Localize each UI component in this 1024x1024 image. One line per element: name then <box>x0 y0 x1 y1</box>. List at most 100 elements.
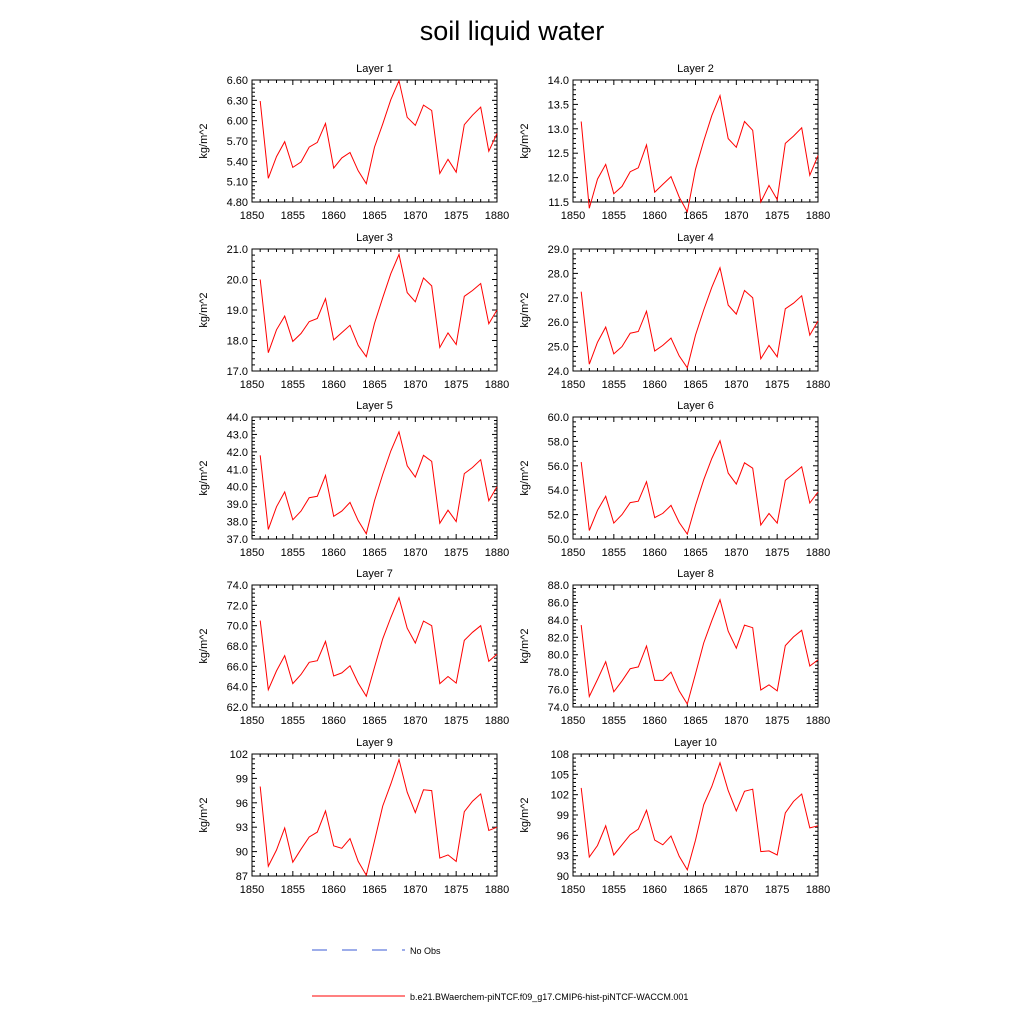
x-tick-label: 1870 <box>724 884 748 896</box>
plot-frame <box>251 584 498 708</box>
y-tick-label: 80.0 <box>548 650 569 662</box>
x-tick-label: 1875 <box>444 210 468 222</box>
y-tick-label: 17.0 <box>227 366 248 378</box>
x-tick-label: 1875 <box>765 547 789 559</box>
y-tick-label: 6.00 <box>227 116 248 128</box>
x-tick-label: 1865 <box>683 210 707 222</box>
x-tick-label: 1865 <box>683 547 707 559</box>
plot-frame <box>251 79 498 203</box>
y-tick-label: 38.0 <box>227 517 248 529</box>
x-tick-label: 1880 <box>806 379 830 391</box>
plot-frame <box>251 248 498 372</box>
y-tick-label: 82.0 <box>548 632 569 644</box>
x-tick-label: 1855 <box>602 379 626 391</box>
series-line <box>259 430 498 536</box>
panel-layer-1: Layer 1 kg/m^2 4.80 5.10 5.40 5.70 6.00 6.30 6.6… <box>198 63 509 222</box>
y-tick-label: 78.0 <box>548 667 569 679</box>
x-tick-label: 1850 <box>561 210 585 222</box>
y-tick-label: 76.0 <box>548 685 569 697</box>
panel-layer-8: Layer 8 kg/m^2 74.0 76.0 78.0 80.0 82.0 84.0 86.… <box>519 568 830 727</box>
x-tick-label: 1880 <box>485 379 509 391</box>
x-tick-label: 1870 <box>724 210 748 222</box>
x-tick-label: 1860 <box>642 547 666 559</box>
y-tick-label: 27.0 <box>548 293 569 305</box>
x-tick-label: 1850 <box>240 715 264 727</box>
x-tick-label: 1865 <box>683 379 707 391</box>
panel-layer-10: Layer 10 kg/m^2 90 93 96 99 102 105 108 1850 1855 1… <box>519 737 830 896</box>
x-tick-label: 1880 <box>806 884 830 896</box>
x-tick-label: 1875 <box>444 379 468 391</box>
y-tick-label: 66.0 <box>227 661 248 673</box>
plot-frame <box>572 248 819 372</box>
y-axis-label: kg/m^2 <box>198 292 210 327</box>
plot-frame <box>251 416 498 540</box>
y-tick-label: 6.30 <box>227 95 248 107</box>
panel-title: Layer 5 <box>356 400 393 412</box>
panel-layer-9: Layer 9 kg/m^2 87 90 93 96 99 102 1850 1855 1860 18… <box>198 737 509 896</box>
y-tick-label: 42.0 <box>227 447 248 459</box>
panel-title: Layer 1 <box>356 63 393 75</box>
y-tick-label: 102 <box>551 790 569 802</box>
y-axis-label: kg/m^2 <box>519 797 531 832</box>
x-tick-label: 1860 <box>642 379 666 391</box>
y-tick-label: 24.0 <box>548 366 569 378</box>
y-tick-label: 12.0 <box>548 173 569 185</box>
x-tick-label: 1850 <box>240 379 264 391</box>
x-tick-label: 1880 <box>806 547 830 559</box>
y-tick-label: 54.0 <box>548 485 569 497</box>
y-tick-label: 39.0 <box>227 499 248 511</box>
x-tick-label: 1850 <box>561 884 585 896</box>
x-tick-label: 1880 <box>806 715 830 727</box>
series-line <box>580 598 819 706</box>
panel-grid: Layer 1 kg/m^2 4.80 5.10 5.40 5.70 6.00 6.30 6.6… <box>198 63 830 896</box>
y-tick-label: 5.10 <box>227 177 248 189</box>
y-tick-label: 90 <box>557 871 569 883</box>
y-tick-label: 5.40 <box>227 156 248 168</box>
y-axis-label: kg/m^2 <box>198 628 210 663</box>
legend: No Obs b.e21.BWaerchem-piNTCF.f09_g17.CM… <box>312 946 688 1002</box>
y-tick-label: 87 <box>236 871 248 883</box>
x-tick-label: 1855 <box>281 379 305 391</box>
x-tick-label: 1870 <box>403 884 427 896</box>
x-tick-label: 1855 <box>281 884 305 896</box>
y-axis-label: kg/m^2 <box>519 292 531 327</box>
x-tick-label: 1880 <box>485 884 509 896</box>
y-tick-label: 70.0 <box>227 621 248 633</box>
panel-layer-6: Layer 6 kg/m^2 50.0 52.0 54.0 56.0 58.0 60.0 185… <box>519 400 830 559</box>
x-tick-label: 1855 <box>602 715 626 727</box>
y-tick-label: 52.0 <box>548 510 569 522</box>
y-tick-label: 88.0 <box>548 580 569 592</box>
y-tick-label: 18.0 <box>227 336 248 348</box>
y-tick-label: 20.0 <box>227 275 248 287</box>
plot-frame <box>251 753 498 877</box>
x-tick-label: 1865 <box>362 884 386 896</box>
series-line <box>259 757 498 877</box>
x-tick-label: 1865 <box>362 547 386 559</box>
y-tick-label: 14.0 <box>548 75 569 87</box>
series-line <box>259 79 498 185</box>
x-tick-label: 1865 <box>683 884 707 896</box>
y-tick-label: 11.5 <box>548 197 569 209</box>
x-tick-label: 1855 <box>602 547 626 559</box>
y-tick-label: 68.0 <box>227 641 248 653</box>
panel-layer-2: Layer 2 kg/m^2 11.5 12.0 12.5 13.0 13.5 14.0 185… <box>519 63 830 222</box>
plot-frame <box>572 584 819 708</box>
panel-title: Layer 8 <box>677 568 714 580</box>
plot-frame <box>572 416 819 540</box>
x-tick-label: 1850 <box>561 547 585 559</box>
y-tick-label: 102 <box>230 749 248 761</box>
x-tick-label: 1850 <box>561 379 585 391</box>
x-tick-label: 1865 <box>362 379 386 391</box>
y-tick-label: 72.0 <box>227 600 248 612</box>
x-tick-label: 1860 <box>321 715 345 727</box>
legend-model-label: b.e21.BWaerchem-piNTCF.f09_g17.CMIP6-his… <box>410 992 688 1002</box>
x-tick-label: 1855 <box>602 884 626 896</box>
y-tick-label: 25.0 <box>548 342 569 354</box>
x-tick-label: 1855 <box>281 210 305 222</box>
series-line <box>259 252 498 358</box>
y-tick-label: 44.0 <box>227 412 248 424</box>
x-tick-label: 1870 <box>403 547 427 559</box>
y-tick-label: 19.0 <box>227 305 248 317</box>
y-tick-label: 96 <box>557 830 569 842</box>
y-tick-label: 93 <box>557 851 569 863</box>
